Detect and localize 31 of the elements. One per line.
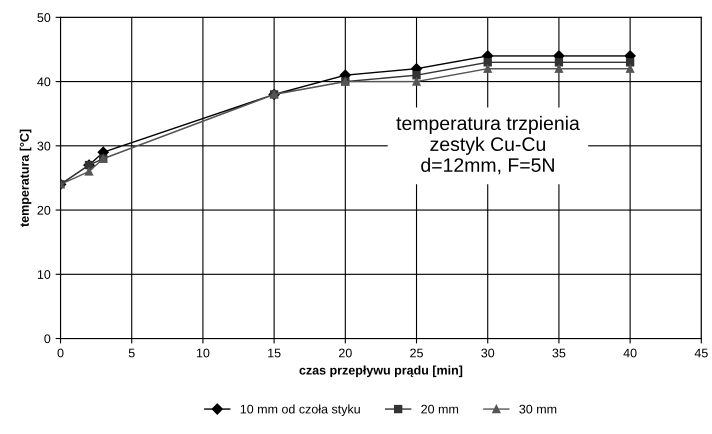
legend-label: 10 mm od czoła styku (240, 404, 360, 416)
point (484, 64, 492, 73)
y-tick-label: 50 (37, 13, 50, 22)
point (412, 71, 421, 80)
point (626, 58, 634, 66)
y-tick-label: 0 (44, 334, 50, 344)
legend-label: 20 mm (421, 404, 458, 414)
point (626, 64, 634, 73)
point (84, 167, 94, 176)
x-tick-label: 45 (694, 348, 708, 358)
point (412, 77, 421, 86)
point (554, 58, 564, 66)
legend-label: 30 mm (519, 404, 556, 414)
x-tick-label: 0 (58, 348, 64, 358)
x-tick-label: 10 (196, 348, 210, 358)
y-tick-label: 10 (38, 270, 50, 279)
x-axis-title: czas przepływu prądu [min] (299, 365, 462, 378)
x-tick-label: 20 (339, 348, 352, 358)
y-tick-label: 40 (37, 77, 50, 86)
y-tick-label: 20 (38, 206, 50, 215)
y-tick-label: 30 (37, 142, 50, 150)
point (484, 58, 492, 66)
annotation: temperatura trzpienia zestyk Cu-Cu d=12mm, F=5N (396, 116, 580, 174)
x-tick-label: 30 (481, 348, 494, 358)
x-tick-label: 15 (268, 348, 281, 358)
y-axis-title: temperatura [°C] (20, 130, 32, 227)
x-tick-label: 40 (623, 348, 637, 358)
point (554, 64, 564, 73)
x-tick-label: 5 (128, 348, 135, 358)
x-tick-label: 35 (552, 348, 566, 358)
x-tick-label: 25 (410, 348, 423, 358)
